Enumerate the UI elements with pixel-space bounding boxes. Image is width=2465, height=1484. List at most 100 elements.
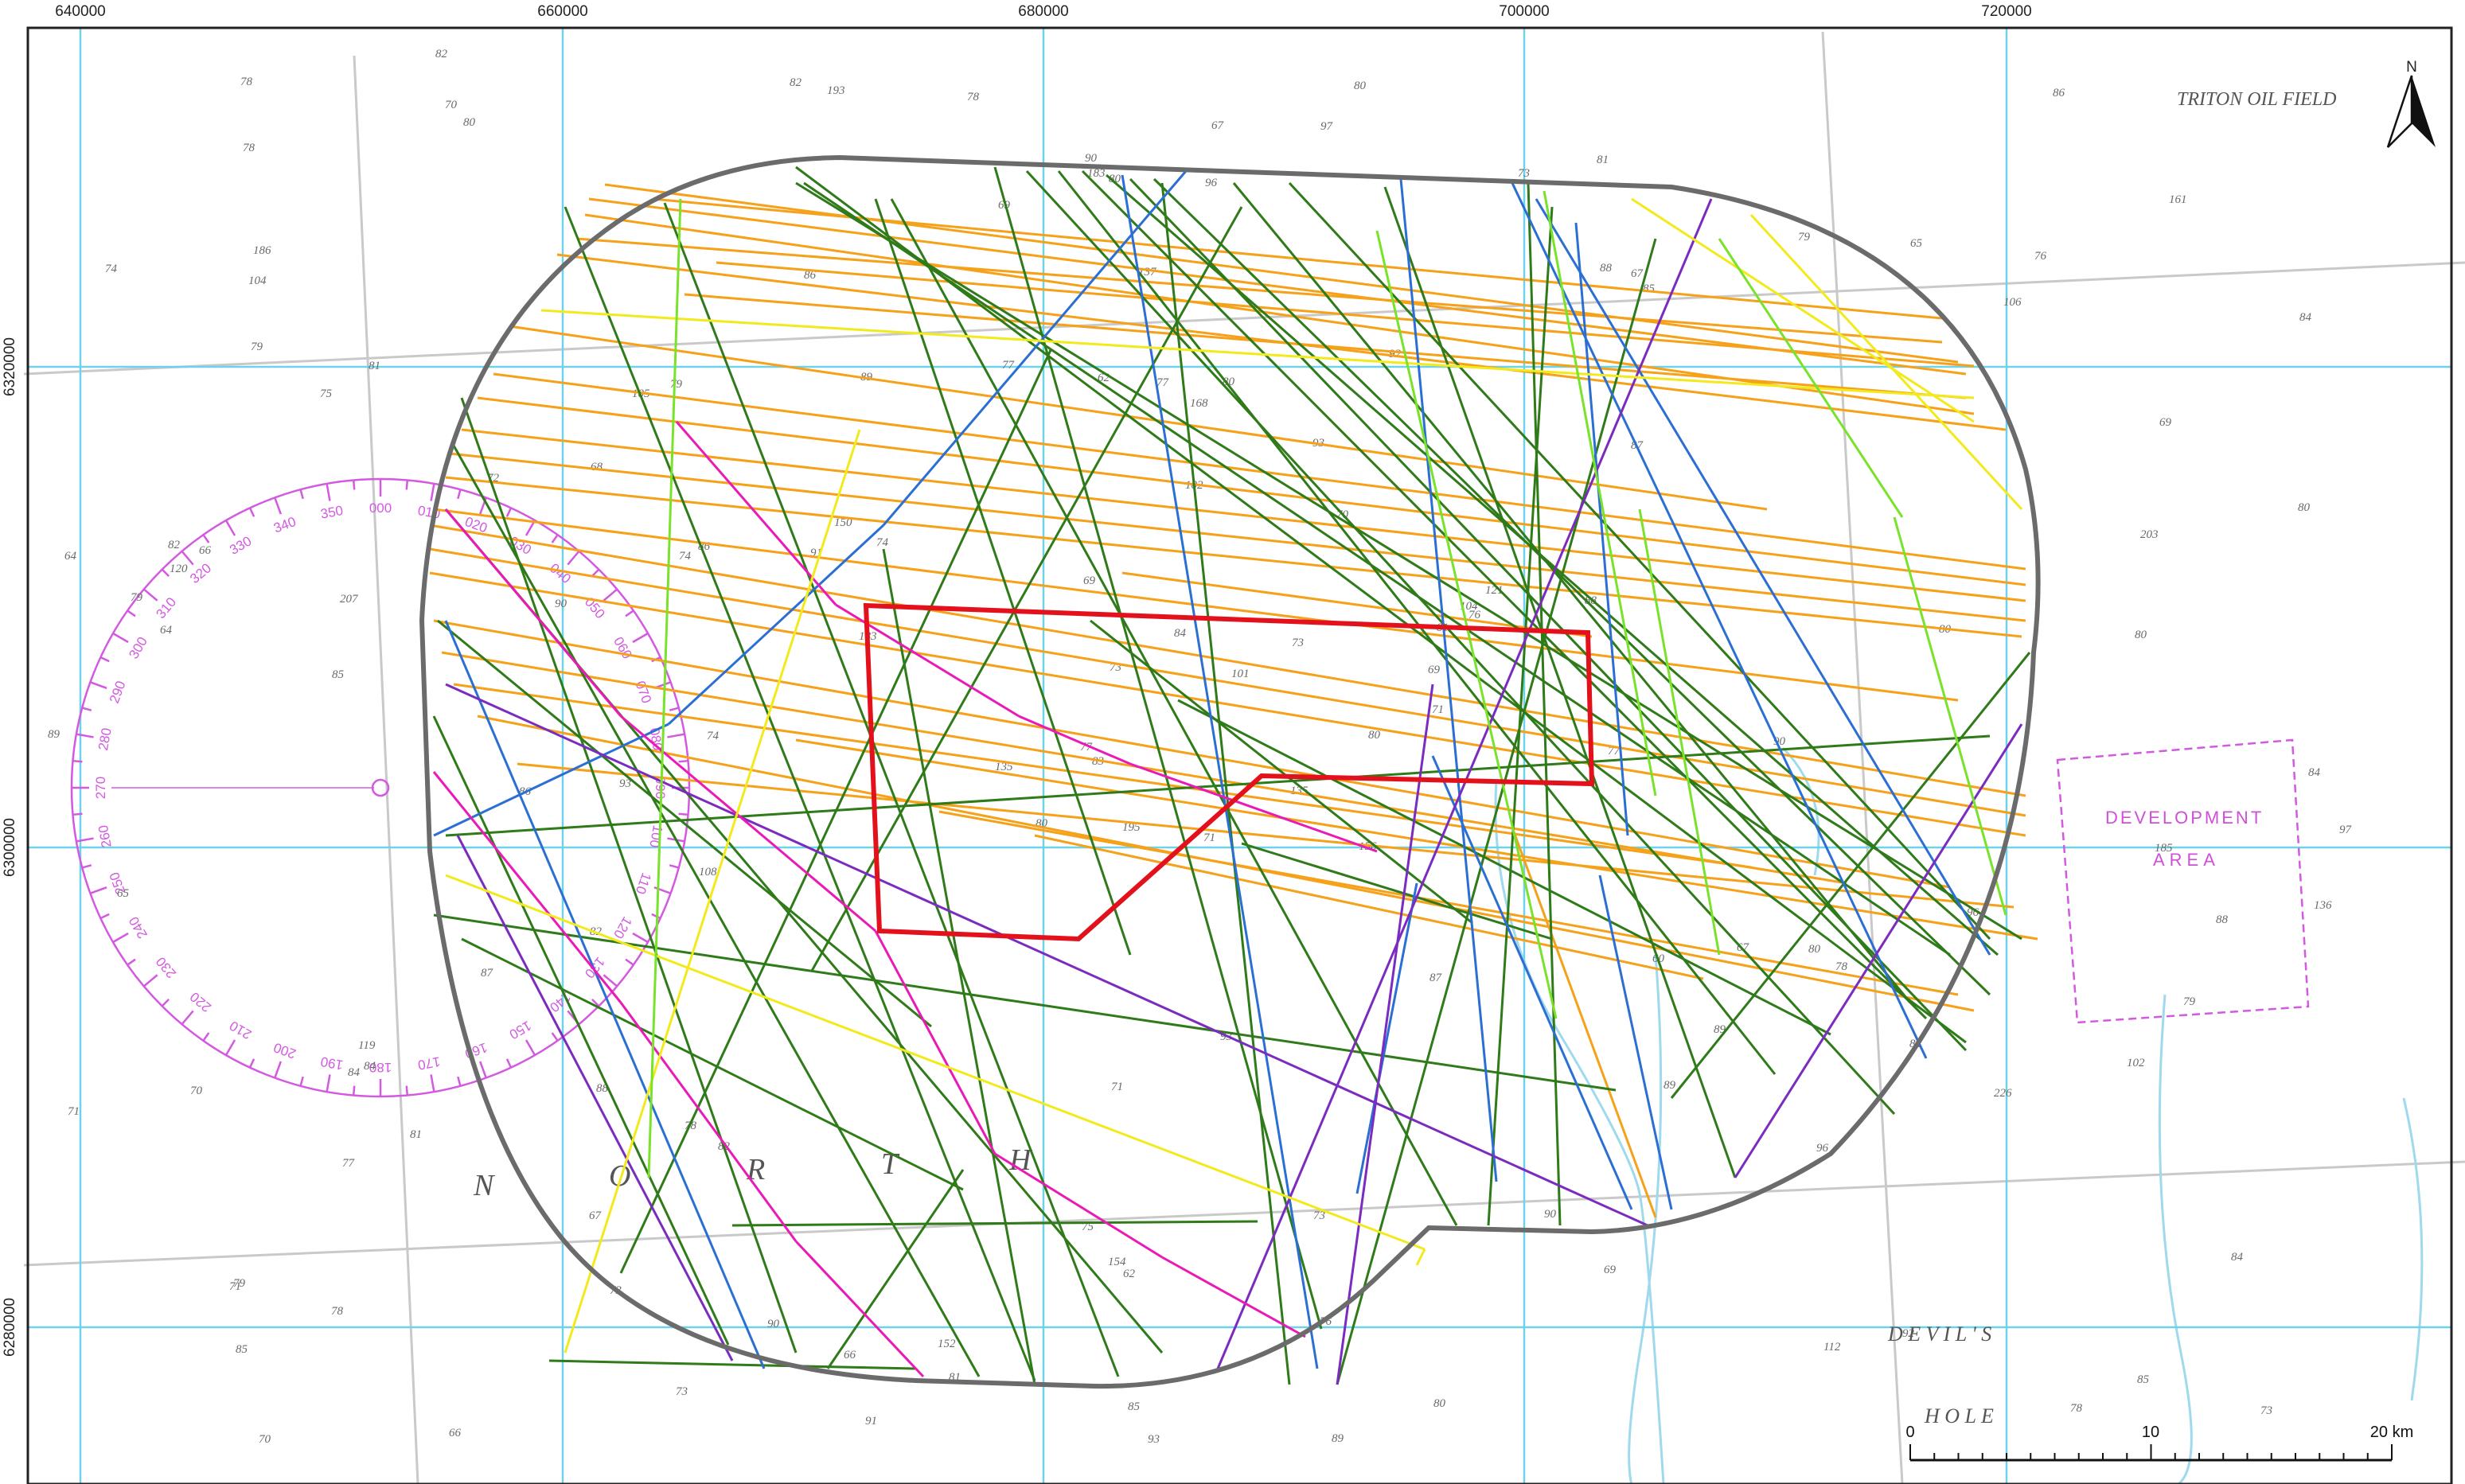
compass-tick	[352, 1085, 356, 1096]
survey-line	[433, 723, 669, 837]
depth-sounding: 85	[2137, 1373, 2150, 1386]
depth-sounding: 64	[64, 550, 77, 563]
survey-line	[1336, 238, 1657, 1385]
depth-sounding: 74	[105, 263, 118, 275]
depth-sounding: 80	[1368, 729, 1381, 742]
depth-sounding: 150	[834, 516, 852, 529]
north-letter: R	[746, 1153, 765, 1186]
survey-line	[1121, 174, 1319, 1369]
depth-sounding: 102	[2127, 1057, 2145, 1069]
survey-line	[1431, 755, 1633, 1210]
depth-sounding: 136	[2314, 899, 2332, 912]
survey-line	[493, 372, 2026, 571]
compass-tick	[591, 568, 600, 578]
depth-sounding: 193	[827, 84, 845, 97]
depth-sounding: 89	[1663, 1079, 1676, 1092]
survey-line	[449, 452, 2026, 622]
depth-sounding: 82	[168, 539, 181, 551]
scale-label-20: 20 km	[2370, 1424, 2413, 1441]
compass-tick	[142, 974, 158, 987]
depth-sounding: 73	[1292, 637, 1304, 649]
survey-line	[882, 170, 1188, 526]
compass-tick	[81, 864, 92, 869]
compass-tick	[127, 610, 136, 617]
depth-sounding: 161	[2169, 193, 2187, 206]
depth-sounding: 84	[2299, 311, 2312, 324]
depth-sounding: 90	[767, 1318, 780, 1330]
depth-sounding: 86	[2053, 87, 2065, 99]
compass-tick	[142, 588, 158, 602]
compass-tick	[430, 483, 435, 501]
survey-line	[1527, 182, 1562, 1226]
survey-line	[1535, 198, 1991, 956]
survey-line	[548, 1359, 916, 1370]
depth-sounding: 84	[364, 1060, 376, 1073]
compass-tick	[669, 707, 680, 711]
compass-tick	[89, 886, 107, 894]
survey-line	[1018, 715, 1131, 765]
depth-sounding: 82	[790, 76, 802, 89]
svg-text:700000: 700000	[1499, 3, 1549, 20]
depth-sounding: 69	[1083, 575, 1096, 587]
survey-line	[1893, 516, 2007, 916]
compass-bearing-label: 180	[369, 1060, 392, 1075]
depth-sounding: 84	[2231, 1251, 2244, 1264]
depth-sounding: 90	[1544, 1208, 1557, 1221]
depth-sounding: 89	[48, 728, 60, 741]
compass-tick	[127, 958, 136, 966]
depth-sounding: 65	[117, 887, 130, 900]
depth-sounding: 226	[1994, 1087, 2012, 1100]
depth-sounding: 69	[1604, 1264, 1617, 1276]
depth-sounding: 73	[1518, 167, 1530, 180]
compass-tick	[248, 507, 255, 517]
depth-sounding: 81	[410, 1128, 422, 1141]
survey-line	[1129, 762, 1378, 853]
depth-sounding: 85	[1128, 1400, 1141, 1413]
survey-line	[1487, 206, 1554, 1226]
depth-sounding: 73	[2260, 1404, 2272, 1417]
compass-tick	[224, 520, 236, 536]
compass-tick	[89, 681, 107, 689]
depth-sounding: 207	[340, 593, 359, 606]
survey-line	[433, 913, 1617, 1092]
survey-line	[1399, 178, 1498, 1182]
survey-line	[1177, 699, 1831, 1036]
survey-line	[540, 309, 1975, 399]
survey-line	[716, 261, 1975, 368]
survey-line	[1383, 186, 1737, 1178]
compass-tick	[326, 1074, 331, 1093]
depth-sounding: 186	[253, 244, 271, 257]
depth-sounding: 106	[2003, 296, 2022, 309]
compass-tick	[505, 1058, 513, 1069]
compass-tick	[479, 1061, 487, 1079]
depth-sounding: 69	[1428, 664, 1441, 676]
compass-tick	[72, 812, 83, 816]
north-arrow-label: N	[2406, 59, 2417, 76]
depth-sounding: 85	[1643, 282, 1656, 295]
compass-tick	[99, 913, 110, 920]
depth-sounding: 78	[240, 76, 253, 88]
depth-sounding: 69	[2159, 416, 2172, 429]
depth-sounding: 66	[844, 1349, 856, 1361]
survey-line	[1090, 619, 1473, 925]
depth-sounding: 67	[589, 1209, 603, 1222]
depth-sounding: 76	[2034, 250, 2047, 263]
compass-tick	[76, 733, 94, 738]
depth-sounding: 185	[2155, 842, 2173, 855]
devils-hole-label-2: H O L E	[1924, 1404, 1994, 1428]
depth-sounding: 65	[1910, 237, 1923, 250]
compass-tick	[161, 998, 170, 1007]
survey-line	[794, 1240, 925, 1378]
survey-line	[882, 548, 1036, 1385]
compass-tick	[625, 958, 634, 966]
depth-sounding: 68	[591, 461, 603, 473]
survey-line	[890, 198, 1458, 1226]
survey-line	[795, 166, 1967, 1044]
survey-line	[1034, 834, 1704, 980]
compass-tick	[567, 550, 580, 566]
compass-tick	[248, 1058, 255, 1069]
survey-line	[509, 325, 1768, 511]
depth-sounding: 87	[1429, 972, 1443, 984]
survey-line	[1638, 508, 1721, 956]
map-frame	[26, 26, 2453, 1484]
